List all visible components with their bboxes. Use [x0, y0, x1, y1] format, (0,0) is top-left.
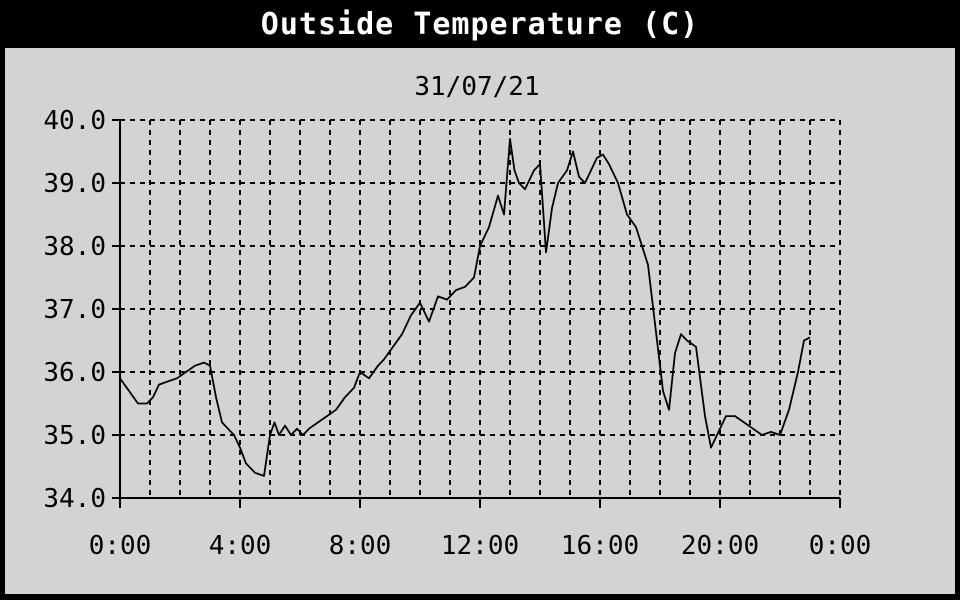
y-tick-labels: 34.0 35.0 36.0 37.0 38.0 39.0 40.0 — [43, 106, 106, 514]
y-tick-label: 38.0 — [43, 232, 106, 262]
x-tick-label: 16:00 — [561, 531, 639, 561]
x-tick-label: 8:00 — [329, 531, 392, 561]
y-tick-label: 34.0 — [43, 484, 106, 514]
y-tick-label: 35.0 — [43, 421, 106, 451]
y-tick-label: 40.0 — [43, 106, 106, 136]
y-tick-label: 36.0 — [43, 358, 106, 388]
x-tick-label: 0:00 — [89, 531, 152, 561]
x-tick-labels: 0:00 4:00 8:00 12:00 16:00 20:00 0:00 — [89, 531, 872, 561]
grid-lines — [120, 119, 841, 498]
chart-title: Outside Temperature (C) — [260, 6, 700, 42]
temperature-line — [119, 138, 811, 477]
x-tick-label: 20:00 — [681, 531, 759, 561]
x-tick-label: 0:00 — [809, 531, 872, 561]
y-tick-label: 39.0 — [43, 169, 106, 199]
y-tick-label: 37.0 — [43, 295, 106, 325]
x-tick-label: 12:00 — [441, 531, 519, 561]
x-tick-label: 4:00 — [209, 531, 272, 561]
chart-subtitle: 31/07/21 — [414, 72, 539, 102]
axes — [112, 119, 841, 508]
